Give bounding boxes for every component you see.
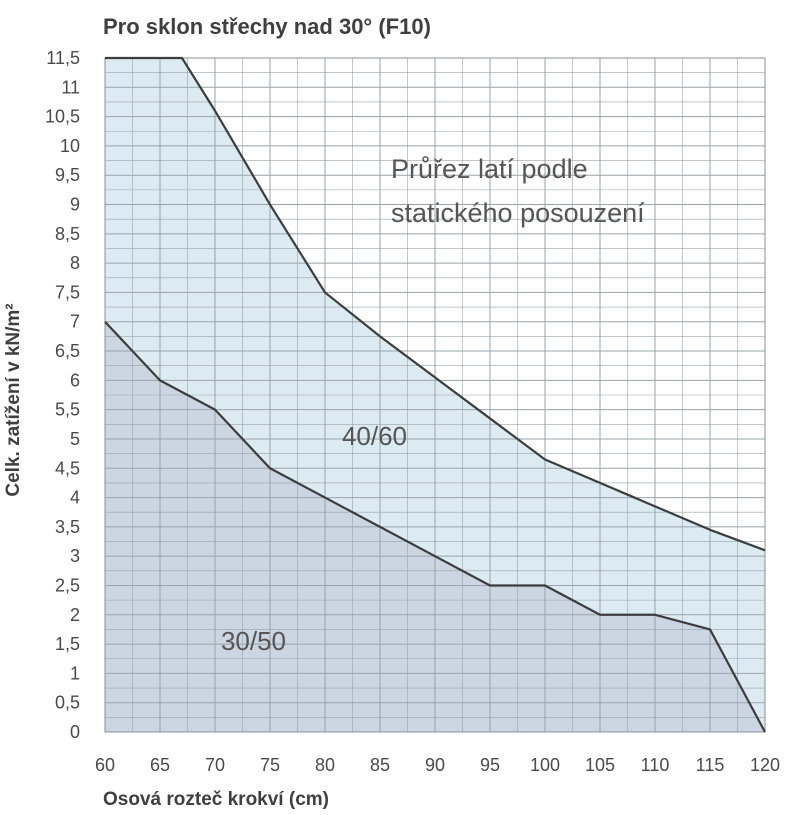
y-tick-label: 7,5 [55,282,80,302]
x-tick-label: 110 [641,755,670,775]
y-tick-label: 4 [70,488,80,508]
x-tick-label: 60 [95,755,115,775]
x-tick-label: 65 [150,755,170,775]
y-tick-label: 11 [61,77,80,97]
y-tick-label: 3 [70,546,80,566]
y-tick-label: 2 [70,605,80,625]
y-tick-label: 4,5 [55,458,80,478]
line-40-60 [105,56,766,552]
y-tick-label: 8 [70,253,80,273]
y-tick-label: 3,5 [55,517,80,537]
x-tick-label: 105 [585,755,615,775]
x-tick-label: 75 [260,755,280,775]
y-tick-label: 7 [70,312,80,332]
y-tick-labels: 00,511,522,533,544,555,566,577,588,599,5… [45,48,80,742]
y-tick-label: 11,5 [46,48,80,68]
x-tick-label: 115 [696,755,725,775]
y-tick-label: 9 [70,195,80,215]
x-tick-label: 70 [205,755,225,775]
series-label: 30/50 [221,626,286,656]
series-label: 40/60 [342,421,407,451]
y-tick-label: 5 [70,429,80,449]
y-axis-label: Celk. zatížení v kN/m² [3,303,24,497]
chart-title: Pro sklon střechy nad 30° (F10) [103,14,431,39]
series-labels: 30/50 40/60 [221,421,407,656]
line-30-50 [104,320,766,733]
y-tick-label: 0 [70,722,80,742]
x-tick-label: 90 [425,755,445,775]
x-tick-label: 85 [370,755,390,775]
y-tick-label: 10,5 [45,107,80,127]
y-tick-label: 1 [70,663,80,683]
y-tick-label: 6,5 [55,341,80,361]
grid [104,57,766,733]
x-tick-label: 100 [530,755,560,775]
annotation-line-1: Průřez latí podle [391,154,588,184]
annotation-line-2: statického posouzení [391,198,645,228]
y-tick-label: 1,5 [55,634,80,654]
x-tick-label: 80 [315,755,335,775]
x-tick-label: 95 [480,755,500,775]
x-tick-label: 120 [750,755,780,775]
y-tick-label: 5,5 [55,400,80,420]
x-axis-label: Osová rozteč krokví (cm) [103,789,329,810]
y-tick-label: 2,5 [55,575,80,595]
y-tick-label: 8,5 [55,224,80,244]
y-tick-label: 0,5 [55,693,80,713]
y-tick-label: 6 [70,370,80,390]
y-tick-label: 9,5 [55,165,80,185]
x-tick-labels: 60 65 70 75 80 85 90 95 100 105 110 115 120 [95,755,780,775]
plot-frame [104,57,766,733]
y-tick-label: 10 [60,136,80,156]
